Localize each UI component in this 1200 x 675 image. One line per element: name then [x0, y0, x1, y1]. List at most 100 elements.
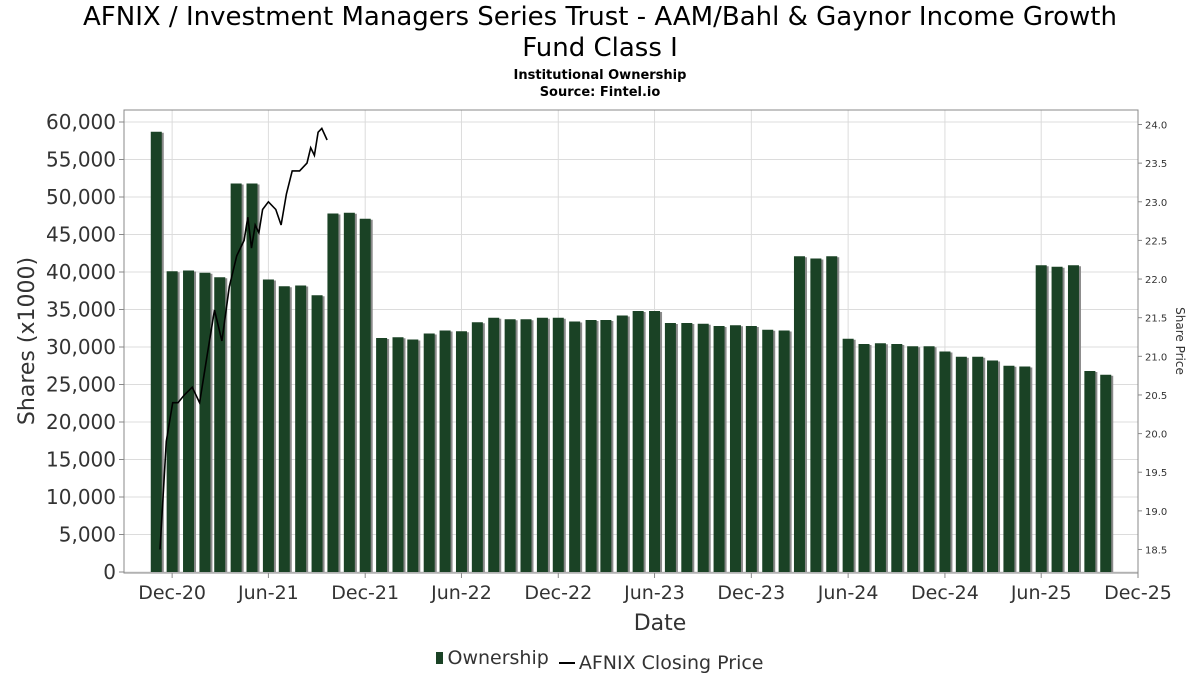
chart-title: AFNIX / Investment Managers Series Trust… — [0, 2, 1200, 64]
y2-tick-label: 22.5 — [1145, 236, 1167, 247]
grid — [124, 110, 1139, 573]
y-tick-label: 40,000 — [46, 260, 116, 284]
ownership-bar — [1035, 265, 1047, 572]
ownership-bar — [842, 338, 854, 572]
ownership-bar — [987, 360, 999, 572]
y-tick-label: 55,000 — [46, 148, 116, 172]
y-tick-label: 0 — [103, 560, 116, 584]
ownership-bar — [246, 183, 258, 572]
ownership-bar — [376, 338, 388, 572]
ownership-bar — [471, 322, 483, 572]
y-tick-label: 35,000 — [46, 298, 116, 322]
y-tick-label: 5,000 — [59, 523, 116, 547]
ownership-bar — [1051, 266, 1063, 572]
ownership-bar — [569, 321, 581, 572]
ownership-bar — [488, 317, 500, 572]
y2-tick-label: 22.0 — [1145, 275, 1167, 286]
y-tick-label: 10,000 — [46, 485, 116, 509]
ownership-bar — [616, 315, 628, 572]
ownership-bar — [407, 339, 419, 572]
y2-tick-label: 18.5 — [1145, 546, 1167, 557]
x-tick-label: Dec-25 — [1104, 582, 1172, 604]
x-tick-label: Dec-24 — [911, 582, 979, 604]
ownership-bars — [150, 131, 1114, 572]
y2-tick-label: 20.0 — [1145, 430, 1167, 441]
ownership-bar — [278, 286, 290, 572]
y2-tick-label: 19.5 — [1145, 468, 1167, 479]
ownership-bar — [923, 346, 935, 572]
y-tick-label: 20,000 — [46, 410, 116, 434]
ownership-bar — [214, 277, 226, 572]
ownership-bar — [392, 337, 404, 572]
y-tick-label: 60,000 — [46, 110, 116, 134]
x-tick-label: Jun-22 — [430, 582, 492, 604]
ownership-bar — [955, 356, 967, 572]
y2-tick-label: 19.0 — [1145, 507, 1167, 518]
ownership-bar — [439, 330, 451, 572]
ownership-bar — [810, 258, 822, 572]
ownership-bar — [729, 325, 741, 572]
ownership-bar — [295, 285, 307, 572]
ownership-bar — [520, 319, 532, 572]
ownership-bar — [1067, 265, 1079, 572]
ownership-bar — [359, 218, 371, 572]
x-tick-label: Jun-24 — [817, 582, 879, 604]
y-tick-label: 30,000 — [46, 335, 116, 359]
ownership-bar — [262, 279, 274, 572]
y2-tick-label: 23.0 — [1145, 198, 1167, 209]
ownership-bar — [504, 319, 516, 572]
y-tick-label: 15,000 — [46, 448, 116, 472]
ownership-bar — [778, 330, 790, 572]
ownership-bar — [874, 343, 886, 572]
price-line-group — [159, 127, 328, 550]
legend-label-ownership: Ownership — [447, 647, 549, 669]
chart-title-line-2: Fund Class I — [522, 33, 678, 63]
ownership-bar — [858, 344, 870, 572]
ownership-bar — [891, 344, 903, 572]
ownership-swatch-icon — [436, 652, 444, 664]
ownership-bar — [1084, 371, 1096, 572]
price-line — [159, 127, 328, 550]
ownership-bar — [762, 329, 774, 572]
ownership-bar — [552, 317, 564, 572]
ownership-bar — [1003, 365, 1015, 572]
ownership-bar — [826, 256, 838, 572]
ownership-bar — [1100, 374, 1112, 572]
y2-tick-label: 21.5 — [1145, 314, 1167, 325]
ownership-bar — [455, 331, 467, 572]
ownership-bar — [939, 351, 951, 572]
y-tick-label: 25,000 — [46, 373, 116, 397]
legend-item-price: AFNIX Closing Price — [558, 652, 764, 674]
legend: Ownership AFNIX Closing Price — [0, 647, 1200, 674]
y2-tick-label: 21.0 — [1145, 352, 1167, 363]
ownership-bar — [183, 270, 195, 572]
ownership-bar — [423, 333, 435, 572]
plot-area — [123, 109, 1139, 574]
ownership-bar — [150, 131, 162, 572]
ownership-bar — [230, 183, 242, 572]
ownership-bar — [327, 213, 339, 572]
ownership-bar — [1019, 366, 1031, 572]
legend-label-price: AFNIX Closing Price — [578, 652, 764, 674]
ownership-bar — [793, 256, 805, 572]
ownership-bar — [166, 271, 178, 572]
y2-tick-label: 20.5 — [1145, 391, 1167, 402]
x-tick-label: Dec-21 — [331, 582, 399, 604]
x-tick-label: Jun-25 — [1010, 582, 1072, 604]
legend-item-ownership: Ownership — [436, 647, 549, 669]
x-tick-label: Dec-22 — [524, 582, 592, 604]
ownership-bar — [681, 323, 693, 572]
y-axis-title: Shares (x1000) — [15, 257, 40, 425]
x-axis-title: Date — [634, 611, 687, 636]
ownership-bar — [199, 272, 211, 572]
ownership-bar — [664, 323, 676, 572]
price-line-swatch-icon — [558, 662, 575, 664]
ownership-bar — [745, 326, 757, 572]
x-tick-label: Jun-23 — [623, 582, 685, 604]
ownership-bar — [649, 311, 661, 572]
ownership-bar — [972, 356, 984, 572]
y2-tick-label: 24.0 — [1145, 121, 1167, 132]
chart-subtitle: Institutional Ownership — [513, 68, 687, 83]
ownership-bar — [585, 320, 597, 572]
